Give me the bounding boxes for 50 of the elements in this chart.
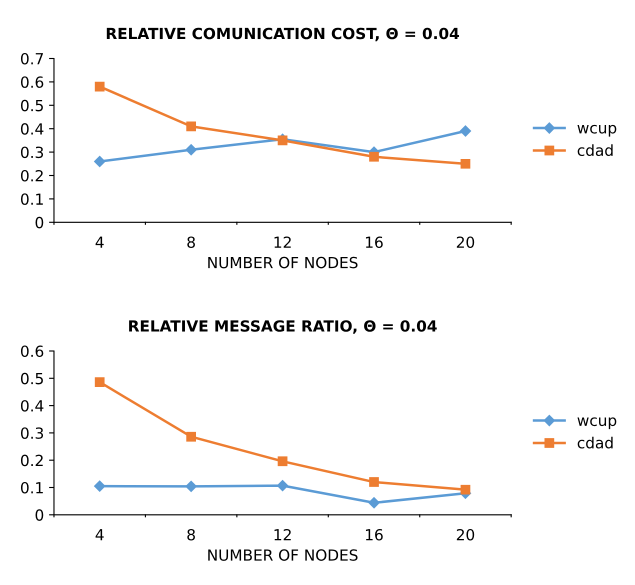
point (94, 377, 105, 387)
point (186, 432, 196, 442)
point (186, 122, 196, 132)
point (94, 480, 106, 492)
y-tick-label: 0.5 (20, 100, 43, 112)
y-tick-label: 0.6 (20, 345, 44, 358)
y-tick-label: 0.1 (20, 193, 43, 205)
x-tick-label: 16 (366, 236, 383, 248)
y-tick-label: 0.2 (20, 170, 43, 182)
x-axis-title: NUMBER OF NODES (208, 256, 358, 268)
y-tick-label: 0.5 (20, 372, 43, 384)
point (94, 82, 105, 92)
y-tick-label: 0.4 (20, 123, 44, 135)
legend-label: wcup (577, 124, 616, 137)
point (186, 480, 197, 492)
y-tick-label: 0.4 (20, 400, 44, 412)
point (369, 152, 379, 162)
point (94, 156, 106, 168)
y-tick-label: 0 (36, 216, 44, 228)
x-tick-label: 12 (274, 528, 291, 540)
point (460, 484, 470, 495)
y-tick-label: 0.6 (20, 76, 44, 88)
x-tick-label: 20 (456, 528, 474, 541)
legend-label: cdad (578, 436, 613, 449)
y-tick-label: 0.3 (20, 146, 44, 158)
chart-title: RELATIVE MESSAGE RATIO, Θ = 0.04 (129, 320, 437, 334)
x-tick-label: 12 (274, 236, 291, 248)
x-axis-title: NUMBER OF NODES (208, 549, 358, 561)
legend-label: wcup (577, 417, 616, 430)
x-tick-label: 4 (96, 529, 104, 540)
y-tick-label: 0 (36, 509, 44, 521)
chart-title: RELATIVE COMUNICATION COST, Θ = 0.04 (106, 28, 460, 42)
point (368, 497, 380, 508)
point (186, 144, 197, 156)
point (278, 136, 288, 146)
point (460, 158, 470, 169)
x-tick-label: 20 (456, 236, 474, 248)
x-tick-label: 8 (187, 528, 195, 541)
x-tick-label: 16 (366, 528, 383, 541)
y-tick-label: 0.2 (20, 454, 43, 466)
x-tick-label: 8 (187, 236, 195, 248)
point (460, 125, 472, 137)
point (276, 480, 288, 492)
point (369, 477, 379, 487)
y-tick-label: 0.3 (20, 427, 44, 439)
legend-label: cdad (578, 144, 613, 156)
x-tick-label: 4 (96, 236, 104, 248)
y-tick-label: 0.1 (20, 482, 43, 494)
point (278, 456, 288, 466)
y-tick-label: 0.7 (20, 52, 43, 65)
